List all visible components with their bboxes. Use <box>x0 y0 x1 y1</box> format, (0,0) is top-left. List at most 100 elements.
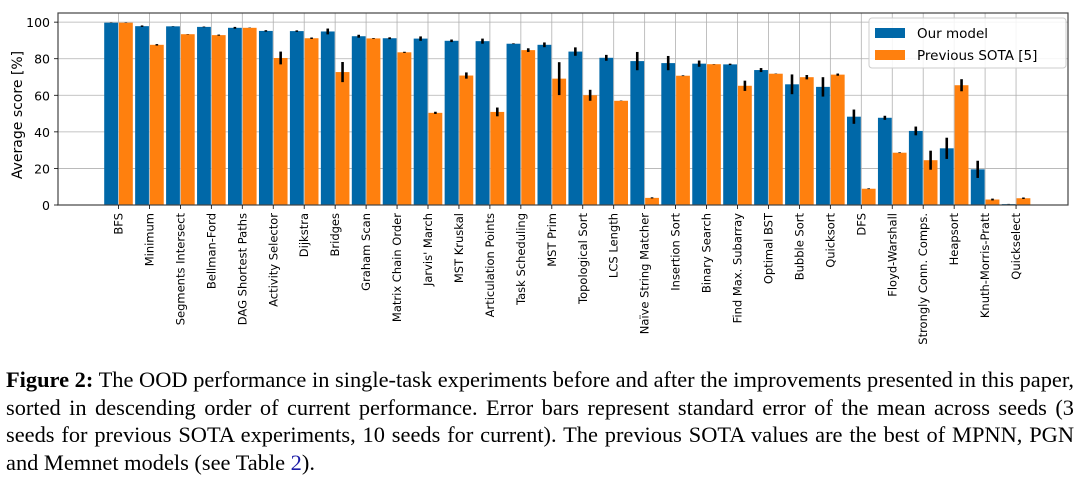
legend-swatch <box>875 50 905 60</box>
bar-previous-sota <box>583 95 598 205</box>
bar-our-model <box>630 61 645 205</box>
bar-our-model <box>568 51 583 205</box>
x-tick-label: Floyd-Warshall <box>885 213 899 297</box>
x-tick-label: Minimum <box>142 213 156 266</box>
bar-our-model <box>197 26 211 206</box>
x-tick-label: Activity Selector <box>266 213 280 307</box>
x-tick-label: Optimal BST <box>761 212 775 284</box>
bar-our-model <box>475 41 490 205</box>
bar-our-model <box>723 64 737 205</box>
bar-our-model <box>785 84 799 205</box>
bar-previous-sota <box>954 85 969 205</box>
table-reference-link[interactable]: 2 <box>290 449 302 475</box>
y-axis-label: Average score [%] <box>10 51 26 179</box>
x-tick-label: Heapsort <box>947 213 961 266</box>
caption-label: Figure 2: <box>6 367 94 392</box>
bar-previous-sota <box>304 38 319 206</box>
y-tick-label: 0 <box>42 198 50 213</box>
legend-box <box>868 17 1067 69</box>
bar-our-model <box>413 38 428 205</box>
x-tick-label: LCS Length <box>607 213 621 278</box>
bar-previous-sota <box>768 73 783 205</box>
bar-our-model <box>847 116 861 205</box>
x-tick-label: Dijkstra <box>297 213 311 257</box>
y-tick-label: 40 <box>34 125 50 140</box>
bar-our-model <box>537 44 552 206</box>
bar-previous-sota <box>1016 198 1031 205</box>
x-tick-label: Matrix Chain Order <box>390 213 404 322</box>
bar-our-model <box>258 30 273 206</box>
bar-previous-sota <box>273 57 288 206</box>
x-tick-label: Bellman-Ford <box>204 213 218 289</box>
bar-previous-sota <box>892 152 907 205</box>
bar-previous-sota <box>397 52 412 205</box>
bar-our-model <box>135 26 149 206</box>
y-axis-ticks: 0 20 40 60 80 100 <box>26 15 58 213</box>
x-tick-label: Naïve String Matcher <box>638 213 652 335</box>
x-tick-label: DFS <box>854 213 868 236</box>
bar-previous-sota <box>366 38 381 205</box>
bar-our-model <box>382 38 397 206</box>
legend: Our model Previous SOTA [5] <box>868 17 1067 69</box>
bar-previous-sota <box>242 27 257 205</box>
y-tick-label: 100 <box>26 15 50 30</box>
x-tick-label: Knuth-Morris-Pratt <box>978 213 992 319</box>
error-bars <box>109 22 1025 205</box>
x-tick-label: Quickselect <box>1009 213 1023 280</box>
bar-previous-sota <box>676 75 690 205</box>
bar-our-model <box>228 27 242 205</box>
bar-previous-sota <box>428 112 443 205</box>
x-tick-label: DAG Shortest Paths <box>235 213 249 325</box>
caption-text: The OOD performance in single-task exper… <box>6 367 1074 475</box>
bar-previous-sota <box>521 50 536 206</box>
bar-our-model <box>816 86 830 205</box>
legend-label: Our model <box>917 26 988 42</box>
x-tick-label: MST Prim <box>545 213 559 267</box>
bar-previous-sota <box>149 44 164 206</box>
x-axis-ticks: BFS Minimum Segments Intersect Bellman-Ford… <box>112 205 1023 345</box>
x-tick-label: Graham Scan <box>359 213 373 291</box>
bar-our-model <box>692 63 707 205</box>
bar-previous-sota <box>180 34 195 206</box>
x-tick-label: Segments Intersect <box>173 213 187 326</box>
bar-previous-sota <box>923 160 938 205</box>
bar-our-model <box>754 70 768 206</box>
x-tick-label: Strongly Conn. Comps. <box>916 213 930 345</box>
x-tick-label: Topological Sort <box>576 213 590 305</box>
bar-our-model <box>351 36 366 206</box>
bar-previous-sota <box>614 100 628 205</box>
bar-our-model <box>104 22 118 205</box>
x-tick-label: MST Kruskal <box>452 213 466 283</box>
bar-previous-sota <box>799 77 814 205</box>
bar-previous-sota <box>211 35 226 205</box>
bar-our-model <box>289 31 304 205</box>
x-tick-label: Bubble Sort <box>792 213 806 281</box>
legend-swatch <box>875 28 905 38</box>
x-tick-label: BFS <box>112 213 126 235</box>
x-tick-label: Bridges <box>328 213 342 256</box>
bar-previous-sota <box>861 188 876 205</box>
x-tick-label: Insertion Sort <box>669 213 683 291</box>
x-tick-label: Articulation Points <box>483 213 497 317</box>
bar-our-model <box>939 148 954 205</box>
bars <box>104 22 1031 206</box>
bar-our-model <box>599 57 614 205</box>
bar-our-model <box>970 169 985 205</box>
x-tick-label: Jarvis' March <box>421 213 435 287</box>
y-tick-label: 20 <box>34 161 50 176</box>
x-tick-label: Quicksort <box>823 213 837 268</box>
bar-previous-sota <box>738 85 752 205</box>
caption-text-end: ). <box>301 449 315 475</box>
bar-our-model <box>166 26 180 205</box>
grid-lines <box>58 13 1068 206</box>
x-tick-label: Binary Search <box>700 213 714 293</box>
bar-previous-sota <box>119 22 133 205</box>
bar-previous-sota <box>490 111 505 205</box>
bar-our-model <box>444 40 459 206</box>
bar-previous-sota <box>707 64 721 205</box>
bar-previous-sota <box>830 74 845 205</box>
x-tick-label: Task Scheduling <box>514 213 528 306</box>
bar-previous-sota <box>335 72 350 205</box>
bar-our-model <box>320 31 335 206</box>
bar-previous-sota <box>552 78 567 205</box>
